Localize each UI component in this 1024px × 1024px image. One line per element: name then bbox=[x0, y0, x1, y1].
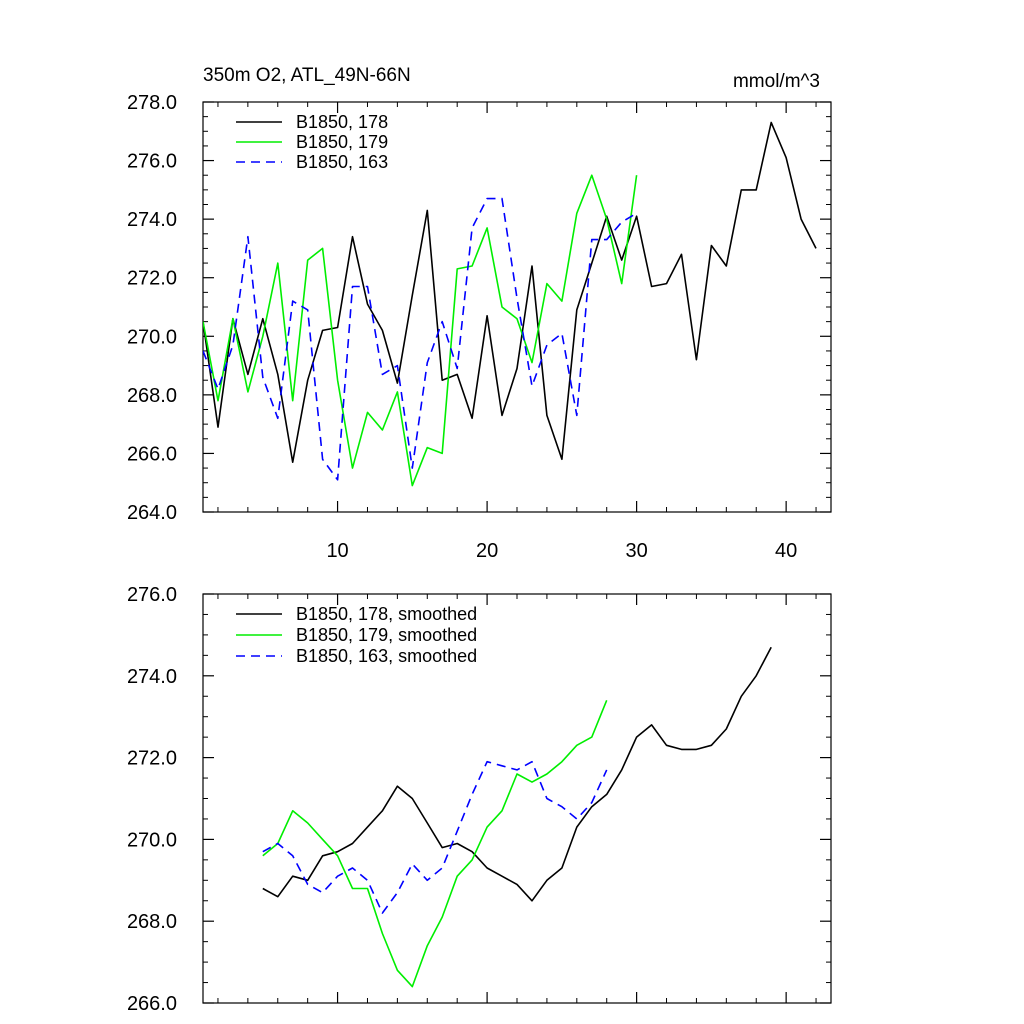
bottom-panel: 266.0 268.0 270.0 272.0 274.0 276.0 B1850, 178… bbox=[127, 584, 832, 1015]
y-tick-label: 266.0 bbox=[127, 993, 177, 1015]
y-tick-label: 276.0 bbox=[127, 584, 177, 606]
series-line-2 bbox=[262, 699, 608, 988]
units-label: mmol/m^3 bbox=[733, 71, 820, 92]
y-tick-label: 272.0 bbox=[127, 268, 177, 290]
y-tick-label: 266.0 bbox=[127, 443, 177, 465]
y-tick-label: 268.0 bbox=[127, 385, 177, 407]
legend-label: B1850, 178 bbox=[296, 112, 388, 132]
chart-title: 350m O2, ATL_49N-66N bbox=[203, 65, 411, 86]
y-tick-label: 276.0 bbox=[127, 151, 177, 173]
legend-label: B1850, 179 bbox=[296, 132, 388, 152]
y-tick-label: 270.0 bbox=[127, 829, 177, 851]
legend-label: B1850, 163, smoothed bbox=[296, 646, 477, 666]
x-tick-label: 10 bbox=[326, 540, 348, 562]
x-tick-label: 40 bbox=[775, 540, 797, 562]
y-tick-label: 270.0 bbox=[127, 326, 177, 348]
x-tick-label: 20 bbox=[476, 540, 498, 562]
x-tick-label: 30 bbox=[625, 540, 647, 562]
series-line-3 bbox=[262, 760, 608, 914]
y-tick-label: 264.0 bbox=[127, 502, 177, 524]
y-tick-label: 278.0 bbox=[127, 92, 177, 114]
legend-label: B1850, 163 bbox=[296, 152, 388, 172]
legend-label: B1850, 178, smoothed bbox=[296, 604, 477, 624]
top-panel: 10 20 30 40 264.0 266.0 268.0 270.0 272.0 274.0 27… bbox=[127, 92, 832, 562]
y-tick-label: 274.0 bbox=[127, 209, 177, 231]
legend-label: B1850, 179, smoothed bbox=[296, 625, 477, 645]
series-line-1 bbox=[203, 121, 817, 464]
series-line-1 bbox=[262, 646, 772, 902]
series-line-2 bbox=[203, 174, 638, 487]
y-tick-label: 272.0 bbox=[127, 748, 177, 770]
y-tick-label: 274.0 bbox=[127, 666, 177, 688]
y-tick-label: 268.0 bbox=[127, 911, 177, 933]
